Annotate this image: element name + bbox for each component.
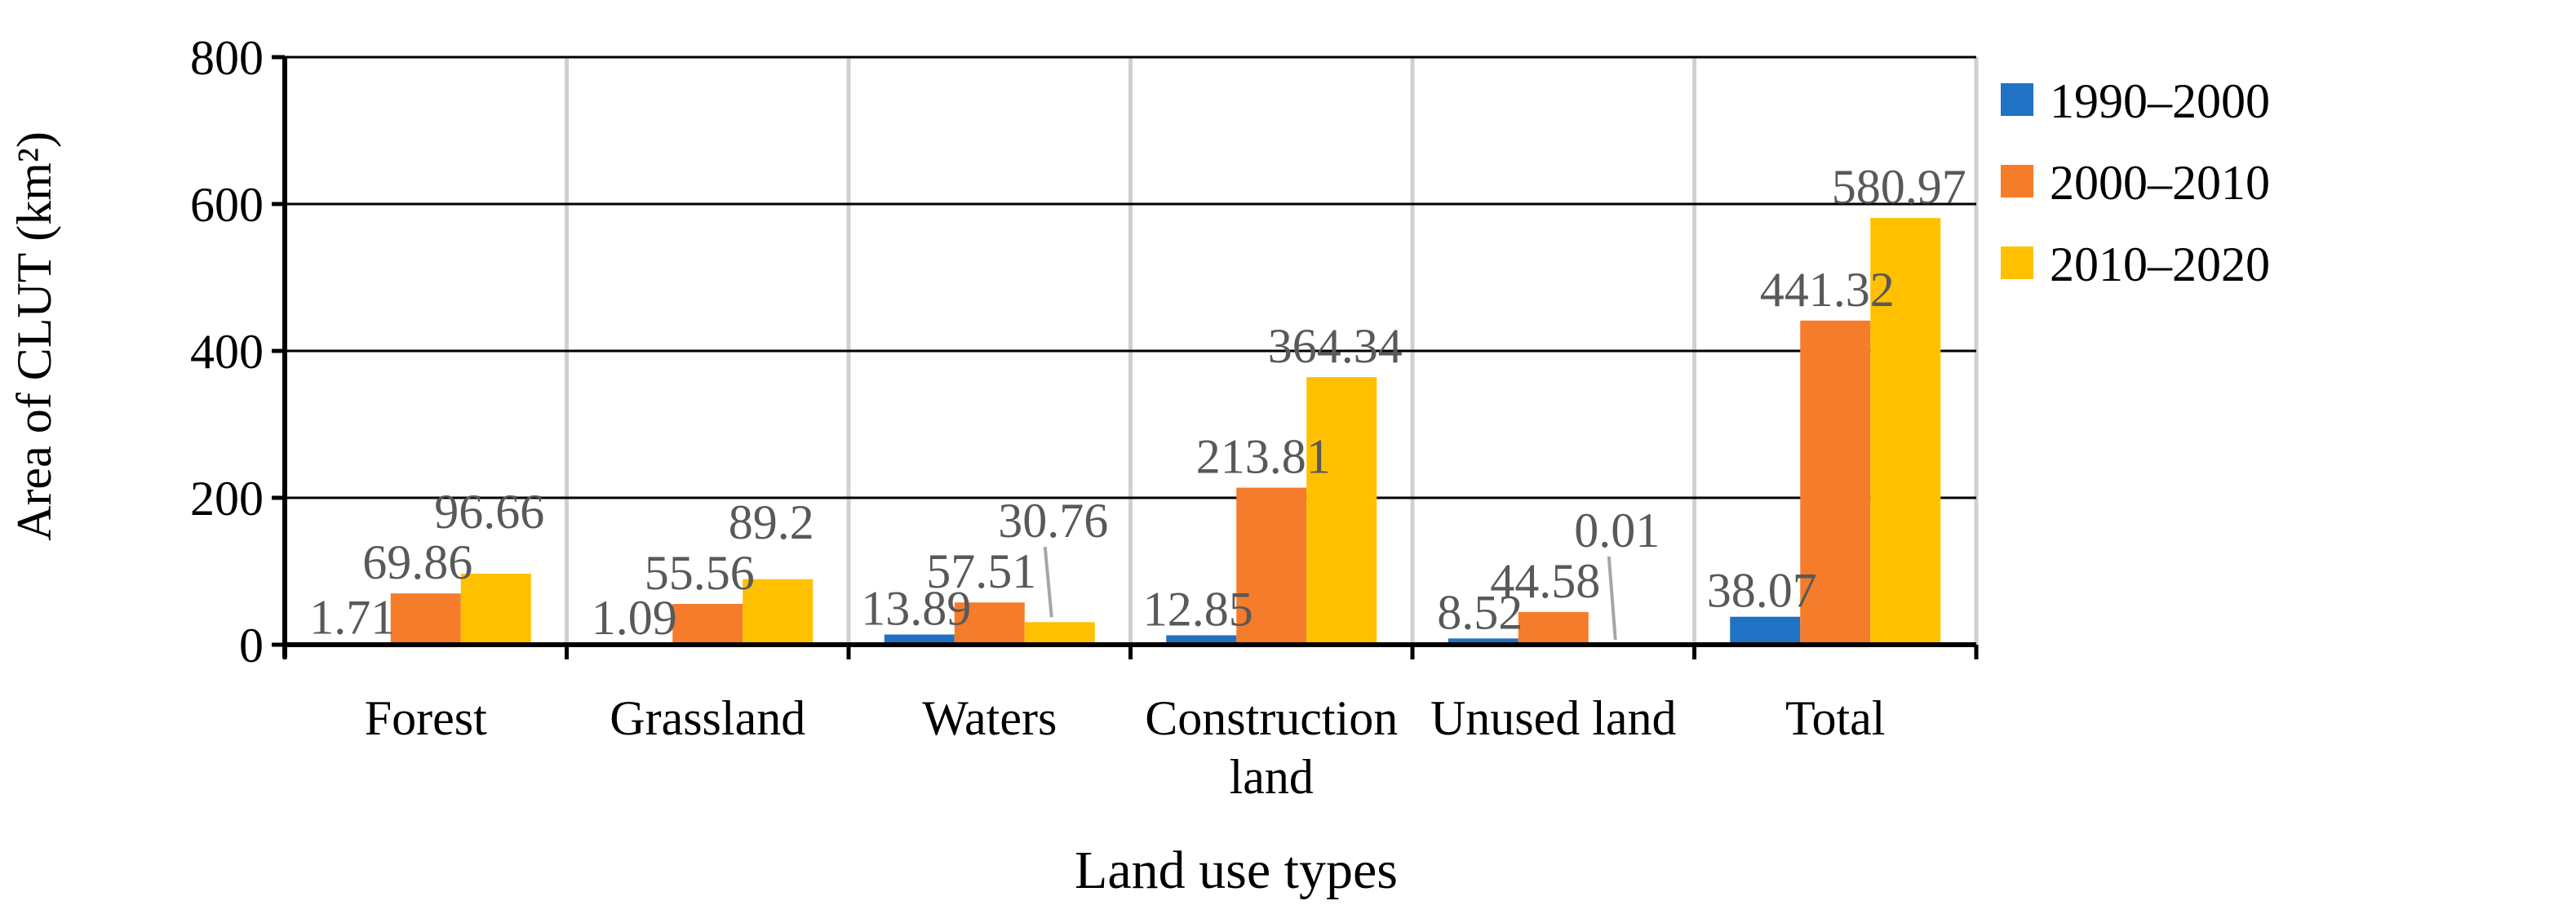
legend-item-0: 1990–2000 [2001, 74, 2270, 128]
data-label-0-5: 38.07 [1707, 564, 1817, 618]
y-tick-label: 200 [190, 472, 264, 526]
data-label-1-0: 69.86 [362, 535, 472, 589]
data-label-1-1: 55.56 [645, 546, 755, 600]
x-category-label-line: Total [1785, 691, 1885, 745]
bar-1-4 [1518, 611, 1589, 645]
x-category-label-line: Waters [922, 691, 1057, 745]
legend-swatch [2001, 83, 2033, 116]
data-label-1-2: 57.51 [926, 544, 1036, 598]
label-leader-lines [1043, 547, 1617, 641]
data-label-2-2: 30.76 [998, 494, 1108, 548]
label-leader-line [1043, 547, 1053, 618]
bars [320, 218, 1941, 645]
data-label-1-5: 441.32 [1760, 263, 1895, 317]
x-category-label: Unused land [1430, 691, 1677, 745]
bar-0-3 [1166, 635, 1237, 645]
bar-2-0 [460, 574, 531, 645]
bar-2-5 [1870, 218, 1941, 645]
bar-1-0 [390, 593, 461, 645]
horizontal-gridlines [285, 55, 1976, 499]
label-leader-line [1607, 556, 1617, 641]
data-label-0-4: 8.52 [1437, 585, 1523, 639]
bar-2-2 [1024, 622, 1095, 645]
x-category-label-line: Construction [1145, 691, 1398, 745]
legend-label: 1990–2000 [2050, 74, 2270, 128]
bar-1-3 [1236, 487, 1307, 645]
data-label-1-3: 213.81 [1196, 430, 1331, 484]
bar-0-5 [1730, 616, 1801, 645]
data-label-2-0: 96.66 [434, 485, 544, 539]
legend: 1990–2000 2000–2010 2010–2020 [2001, 74, 2270, 291]
x-axis-title: Land use types [1075, 841, 1398, 900]
legend-item-1: 2000–2010 [2001, 156, 2270, 210]
bar-2-3 [1306, 377, 1377, 645]
bar-0-4 [1448, 638, 1519, 645]
y-tick-label: 600 [190, 178, 264, 232]
legend-item-2: 2010–2020 [2001, 237, 2270, 291]
y-tick-labels: 0 200 400 600 800 [190, 31, 264, 672]
data-label-2-3: 364.34 [1268, 319, 1403, 373]
legend-label: 2010–2020 [2050, 237, 2270, 291]
x-category-label: Grassland [610, 691, 805, 745]
bar-1-2 [954, 602, 1025, 645]
data-label-0-1: 1.09 [592, 591, 677, 645]
x-category-label: Waters [922, 691, 1057, 745]
axes [272, 55, 1979, 659]
x-category-label-line: Forest [365, 691, 487, 745]
x-category-label: Total [1785, 691, 1885, 745]
y-tick-label: 800 [190, 31, 264, 85]
bar-2-1 [743, 579, 814, 645]
data-label-2-5: 580.97 [1832, 160, 1966, 214]
x-category-label-line: Grassland [610, 691, 805, 745]
data-label-0-2: 13.89 [861, 581, 971, 635]
data-label-2-4: 0.01 [1574, 504, 1660, 557]
x-category-labels: Forest Grassland Waters Construction land Unu… [365, 691, 1886, 804]
bar-0-2 [884, 634, 955, 645]
legend-swatch [2001, 246, 2033, 279]
x-category-label-line: land [1230, 750, 1314, 804]
data-label-2-1: 89.2 [729, 495, 814, 549]
x-category-label: Forest [365, 691, 487, 745]
y-tick-label: 0 [239, 619, 264, 672]
data-label-1-4: 44.58 [1490, 554, 1600, 608]
x-category-label: Construction land [1145, 691, 1398, 804]
x-category-label-line: Unused land [1430, 691, 1677, 745]
bar-1-5 [1800, 320, 1871, 645]
y-tick-label: 400 [190, 325, 264, 379]
legend-label: 2000–2010 [2050, 156, 2270, 210]
y-axis-title: Area of CLUT (km²) [7, 131, 61, 541]
data-label-0-0: 1.71 [309, 590, 395, 644]
legend-swatch [2001, 165, 2033, 197]
data-label-0-3: 12.85 [1143, 582, 1253, 636]
bar-1-1 [672, 603, 743, 645]
